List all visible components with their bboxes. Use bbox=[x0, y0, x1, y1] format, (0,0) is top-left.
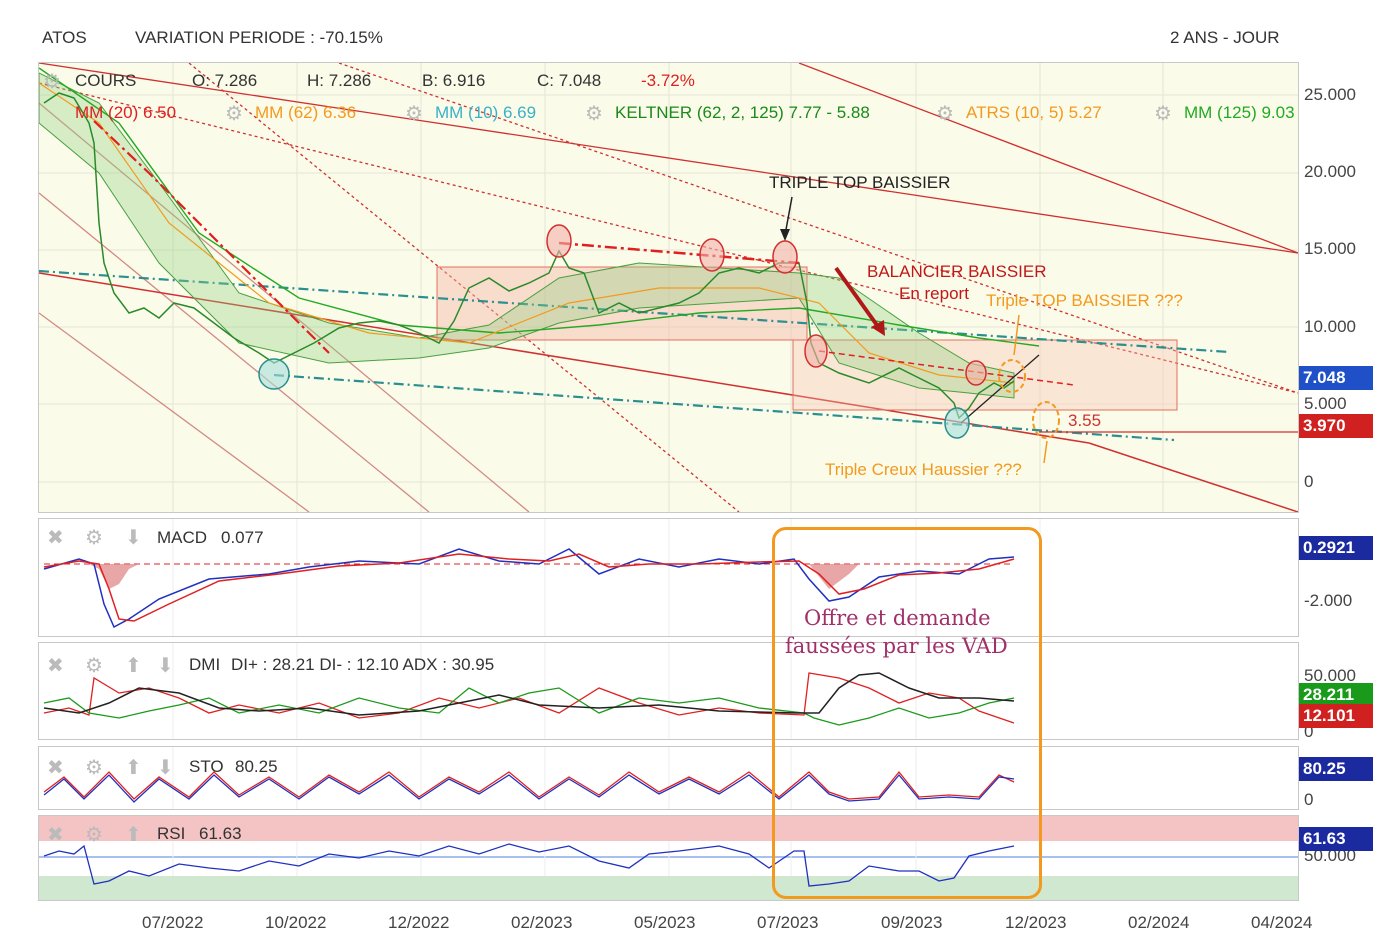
x-tick: 10/2022 bbox=[265, 913, 327, 932]
price-tick: 15.000 bbox=[1304, 239, 1356, 258]
triple-top-annotation: TRIPLE TOP BAISSIER bbox=[769, 173, 951, 192]
price-panel[interactable]: ⚙ COURS O: 7.286 H: 7.286 B: 6.916 C: 7.… bbox=[38, 62, 1299, 513]
macd-value: 0.077 bbox=[221, 528, 264, 547]
x-tick: 09/2023 bbox=[881, 913, 943, 932]
macd-svg bbox=[43, 519, 1041, 636]
sto-tag: 80.25 bbox=[1299, 757, 1373, 781]
dmi-panel[interactable]: ✖ ⚙ ⬆ ⬇ DMI DI+ : 28.21 DI- : 12.10 ADX … bbox=[38, 642, 1299, 740]
arrow-up-icon[interactable]: ⬆ bbox=[125, 655, 142, 677]
gear-icon[interactable]: ⚙ bbox=[85, 757, 103, 779]
gear-icon[interactable]: ⚙ bbox=[85, 824, 103, 846]
x-tick: 12/2022 bbox=[388, 913, 450, 932]
atrs-legend[interactable]: ATRS (10, 5) 5.27 bbox=[966, 103, 1102, 122]
dmi-name: DMI bbox=[189, 655, 221, 674]
vad-annotation-box bbox=[772, 527, 1042, 899]
gear-icon[interactable]: ⚙ bbox=[85, 527, 103, 549]
x-tick: 02/2024 bbox=[1128, 913, 1190, 932]
macd-tag: 0.2921 bbox=[1299, 536, 1373, 560]
rsi-name: RSI bbox=[157, 824, 186, 843]
offre-annotation: Offre et demande bbox=[804, 606, 991, 630]
arrow-up-icon[interactable]: ⬆ bbox=[125, 824, 142, 846]
rsi-tag: 61.63 bbox=[1299, 827, 1373, 851]
price-tick: 0 bbox=[1304, 472, 1314, 491]
close-icon[interactable]: ✖ bbox=[47, 655, 64, 677]
macd-tick: -2.000 bbox=[1304, 591, 1353, 610]
sto-svg bbox=[43, 747, 1041, 809]
dmi-value: DI+ : 28.21 DI- : 12.10 ADX : 30.95 bbox=[231, 655, 495, 674]
gear-icon[interactable]: ⚙ bbox=[585, 103, 603, 125]
last-price-tag: 7.048 bbox=[1299, 366, 1373, 390]
gear-icon[interactable]: ⚙ bbox=[1154, 103, 1172, 125]
mm20-legend[interactable]: MM (20) 6.50 bbox=[75, 103, 177, 122]
balancier-annotation: BALANCIER BAISSIER bbox=[867, 262, 1047, 281]
mm10-legend[interactable]: MM (10) 6.69 bbox=[435, 103, 537, 122]
arrow-down-icon[interactable]: ⬇ bbox=[157, 757, 174, 779]
level-355: 3.55 bbox=[1068, 411, 1102, 430]
price-line bbox=[43, 92, 1015, 420]
en-report-annotation: En report bbox=[899, 284, 969, 303]
x-tick: 12/2023 bbox=[1005, 913, 1067, 932]
rsi-svg bbox=[39, 816, 1298, 900]
level-price-tag: 3.970 bbox=[1299, 414, 1373, 438]
gear-icon[interactable]: ⚙ bbox=[85, 655, 103, 677]
dmi-plus-tag: 28.211 bbox=[1299, 683, 1373, 707]
arrow-up-icon[interactable]: ⬆ bbox=[125, 757, 142, 779]
close-icon[interactable]: ✖ bbox=[47, 757, 64, 779]
gear-icon[interactable]: ⚙ bbox=[225, 103, 243, 125]
sto-value: 80.25 bbox=[235, 757, 278, 776]
dmi-tick: 50.000 bbox=[1304, 666, 1356, 685]
gear-icon[interactable]: ⚙ bbox=[936, 103, 954, 125]
cours-label: COURS bbox=[75, 71, 137, 90]
sto-panel[interactable]: ✖ ⚙ ⬆ ⬇ STO 80.25 bbox=[38, 746, 1299, 810]
rsi-panel[interactable]: ✖ ⚙ ⬆ RSI 61.63 bbox=[38, 815, 1299, 901]
x-tick: 05/2023 bbox=[634, 913, 696, 932]
price-chart-svg bbox=[39, 63, 1298, 512]
close-icon[interactable]: ✖ bbox=[47, 527, 64, 549]
triple-creux-annotation: Triple Creux Haussier ??? bbox=[825, 460, 1022, 479]
price-tick: 25.000 bbox=[1304, 85, 1356, 104]
high-value: H: 7.286 bbox=[307, 71, 372, 90]
mm62-legend[interactable]: MM (62) 6.36 bbox=[255, 103, 357, 122]
gear-icon[interactable]: ⚙ bbox=[43, 71, 61, 93]
dmi-svg bbox=[43, 643, 1041, 739]
macd-panel[interactable]: ✖ ⚙ ⬇ MACD 0.077 bbox=[38, 518, 1299, 637]
dmi-minus-tag: 12.101 bbox=[1299, 704, 1373, 728]
period-selector[interactable]: 2 ANS - JOUR bbox=[1170, 28, 1280, 47]
gear-icon[interactable]: ⚙ bbox=[405, 103, 423, 125]
price-tick: 5.000 bbox=[1304, 394, 1347, 413]
keltner-legend[interactable]: KELTNER (62, 2, 125) 7.77 - 5.88 bbox=[615, 103, 870, 122]
macd-name: MACD bbox=[157, 528, 208, 547]
close-icon[interactable]: ✖ bbox=[47, 824, 64, 846]
x-tick: 07/2022 bbox=[142, 913, 204, 932]
mm125-legend[interactable]: MM (125) 9.03 bbox=[1184, 103, 1295, 122]
symbol-label: ATOS bbox=[42, 28, 87, 47]
close-value: C: 7.048 bbox=[537, 71, 602, 90]
triple-top-question: Triple TOP BAISSIER ??? bbox=[986, 291, 1183, 310]
x-tick: 07/2023 bbox=[757, 913, 819, 932]
rsi-value: 61.63 bbox=[199, 824, 242, 843]
change-value: -3.72% bbox=[641, 71, 695, 90]
variation-label: VARIATION PERIODE : -70.15% bbox=[135, 28, 383, 47]
dmi-tick: 0 bbox=[1304, 722, 1314, 741]
x-tick: 04/2024 bbox=[1251, 913, 1313, 932]
sto-name: STO bbox=[189, 757, 224, 776]
price-tick: 20.000 bbox=[1304, 162, 1356, 181]
sto-tick: 0 bbox=[1304, 790, 1314, 809]
low-value: B: 6.916 bbox=[422, 71, 486, 90]
arrow-down-icon[interactable]: ⬇ bbox=[157, 655, 174, 677]
price-tick: 10.000 bbox=[1304, 317, 1356, 336]
open-value: O: 7.286 bbox=[192, 71, 258, 90]
arrow-down-icon[interactable]: ⬇ bbox=[125, 527, 142, 549]
x-tick: 02/2023 bbox=[511, 913, 573, 932]
faussees-annotation: faussées par les VAD bbox=[785, 634, 1008, 658]
